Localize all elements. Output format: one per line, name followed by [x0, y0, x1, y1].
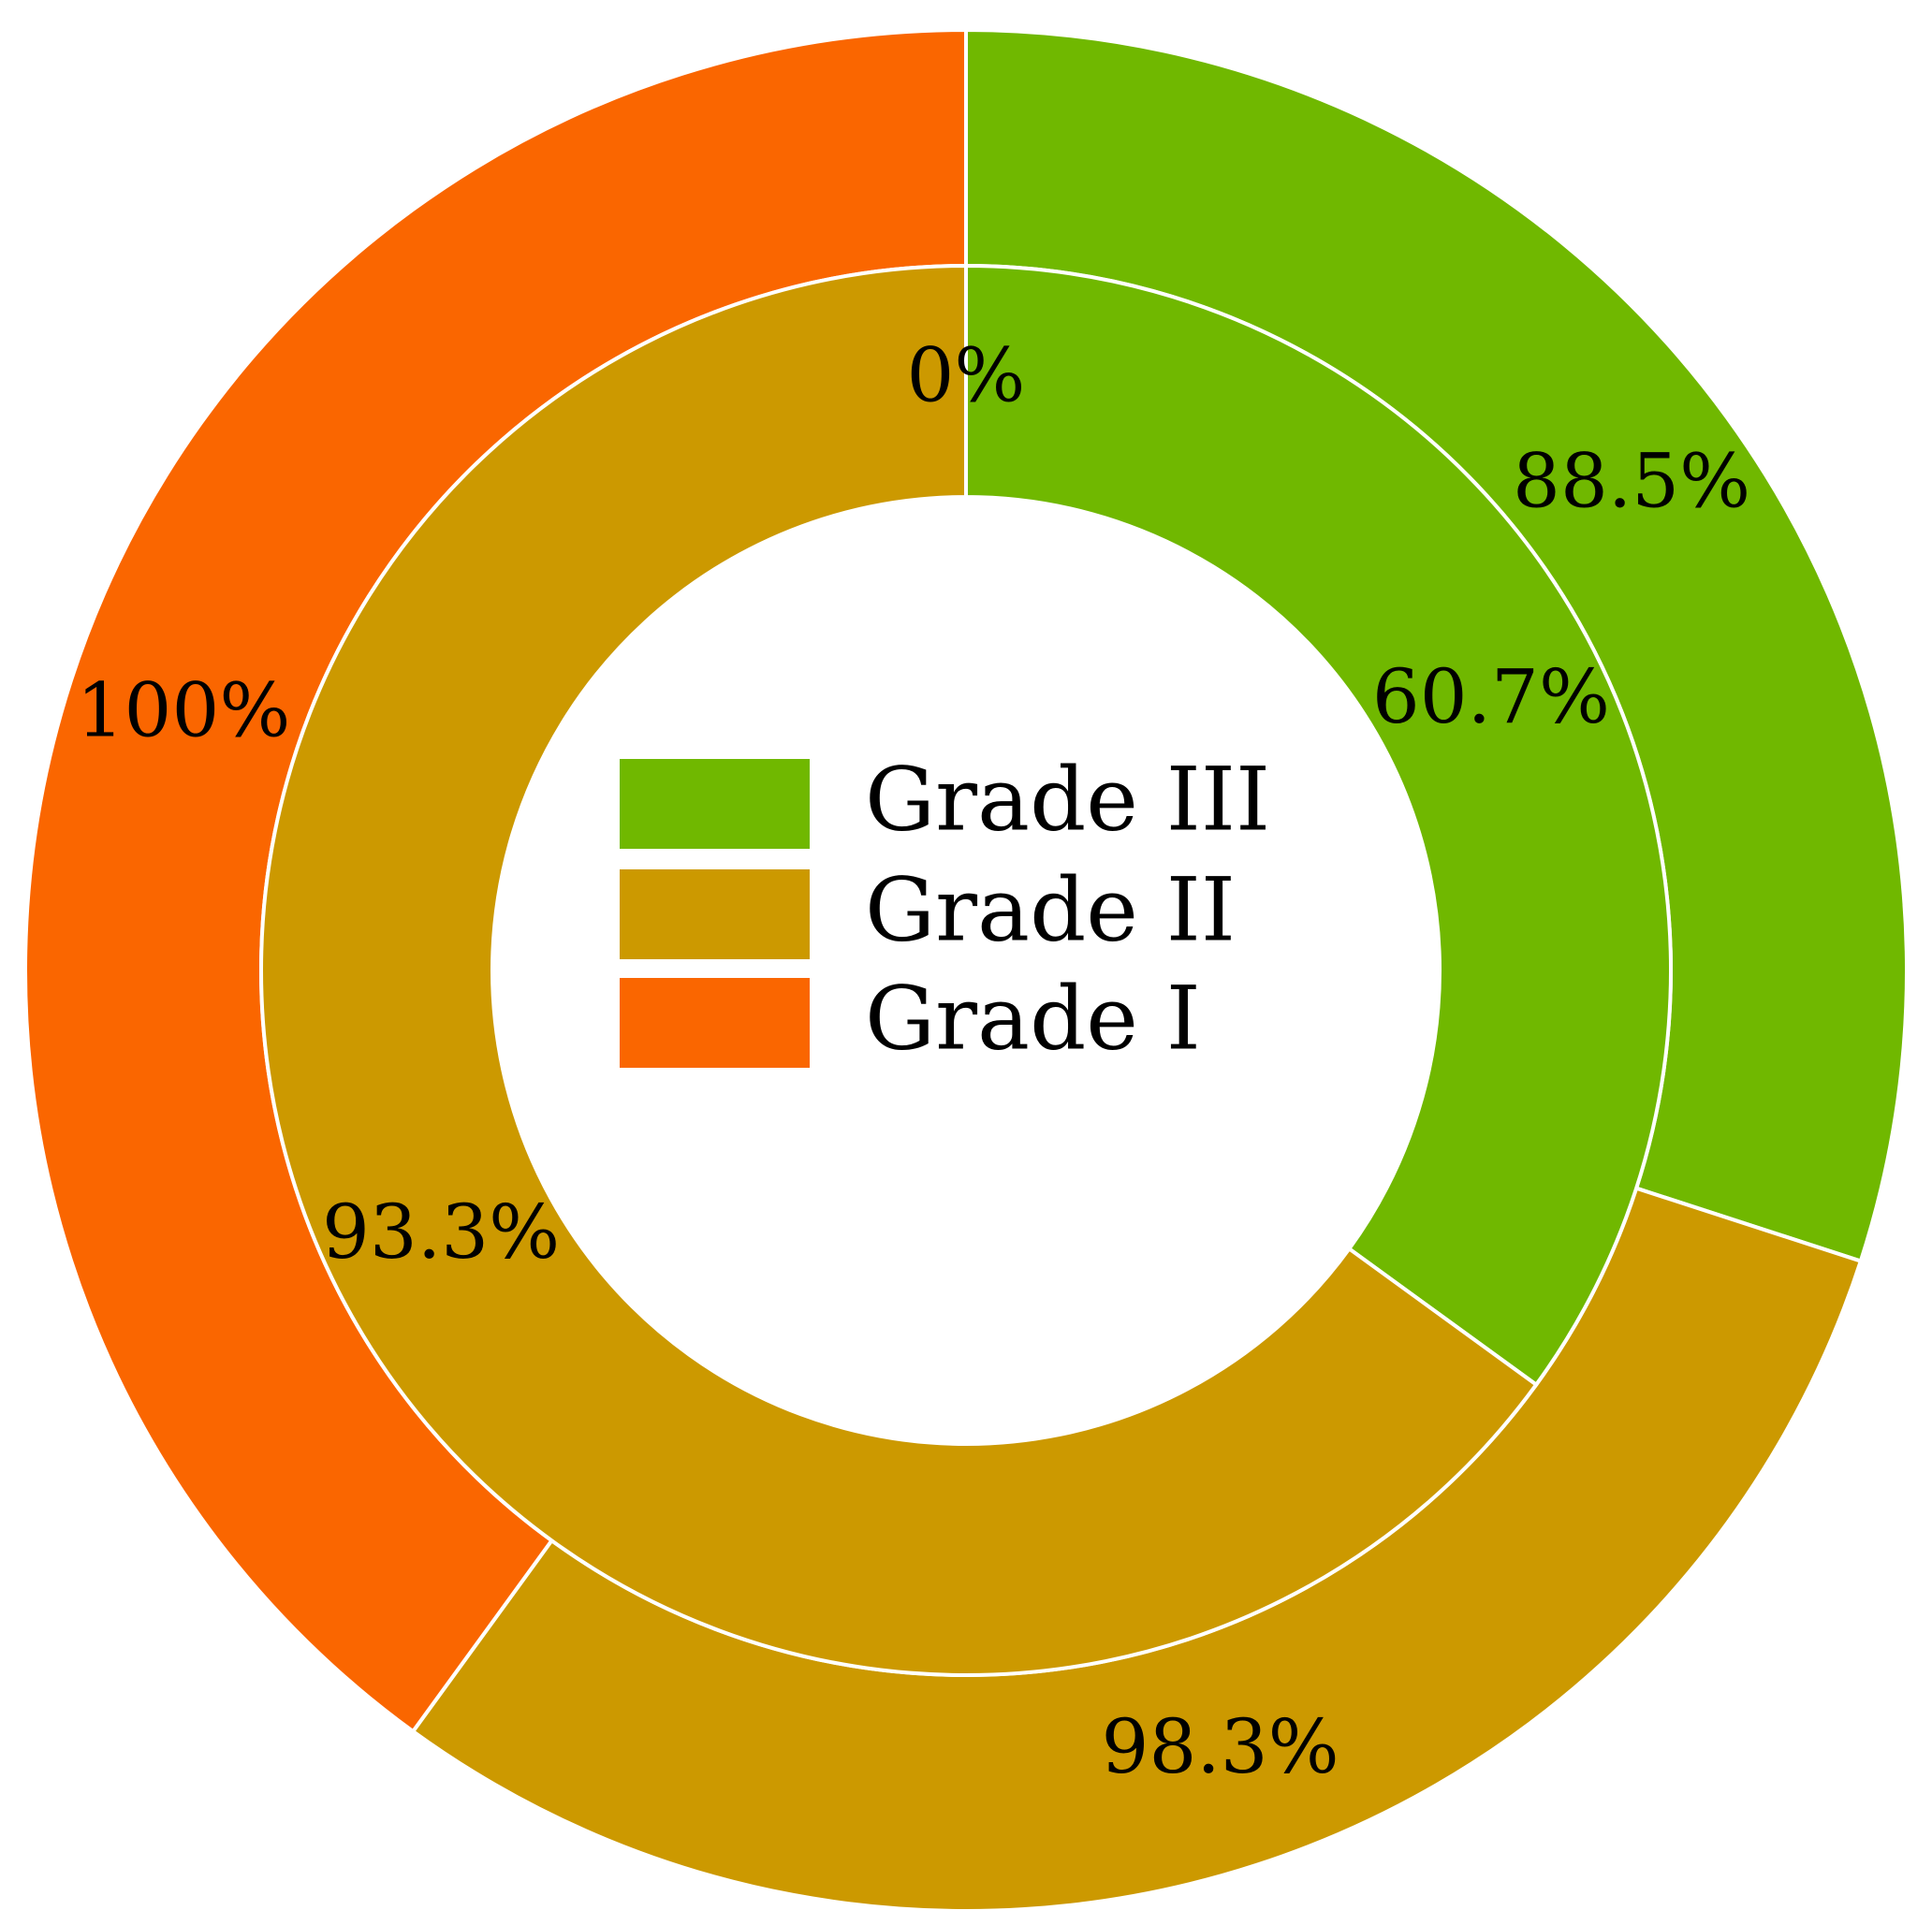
inner-label-grade-i: 0%	[907, 332, 1026, 419]
legend-label-grade-i: Grade I	[865, 968, 1201, 1070]
legend-entry-grade-i: Grade I	[620, 968, 1201, 1070]
legend: Grade III Grade II Grade I	[620, 749, 1270, 1070]
inner-label-grade-iii: 60.7%	[1372, 653, 1610, 740]
slice-labels: 88.5% 98.3% 100% 60.7% 93.3% 0%	[77, 332, 1751, 1790]
inner-label-grade-ii: 93.3%	[322, 1189, 560, 1276]
legend-entry-grade-iii: Grade III	[620, 749, 1270, 851]
inner-ring	[259, 263, 1673, 1677]
legend-swatch-grade-ii	[620, 869, 810, 959]
outer-label-grade-i: 100%	[77, 666, 291, 753]
legend-swatch-grade-i	[620, 978, 810, 1068]
outer-label-grade-iii: 88.5%	[1513, 437, 1750, 524]
legend-label-grade-ii: Grade II	[865, 859, 1236, 961]
legend-swatch-grade-iii	[620, 759, 810, 849]
legend-label-grade-iii: Grade III	[865, 749, 1270, 851]
legend-entry-grade-ii: Grade II	[620, 859, 1236, 961]
inner-slice-grade-ii	[259, 263, 1539, 1677]
outer-label-grade-ii: 98.3%	[1102, 1703, 1339, 1790]
inner-slice-grade-iii	[964, 263, 1673, 1388]
